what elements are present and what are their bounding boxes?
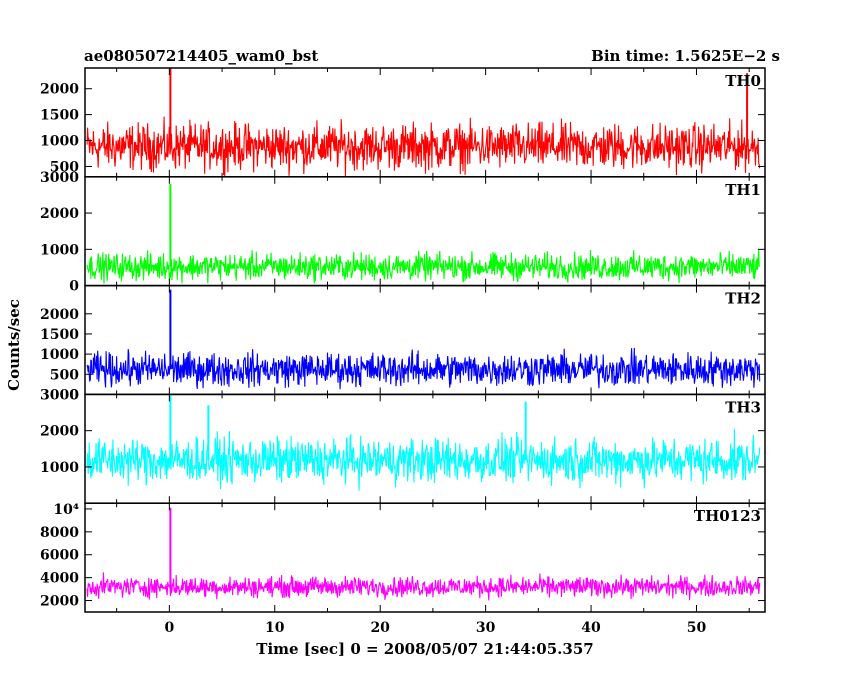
x-tick-label: 50 — [687, 620, 707, 636]
y-tick-label: 500 — [50, 159, 79, 175]
y-tick-label: 2000 — [40, 424, 79, 440]
panel-label-th1: TH1 — [725, 181, 761, 199]
y-tick-label: 1500 — [40, 108, 79, 124]
y-tick-label: 3000 — [40, 170, 79, 186]
panel-label-th2: TH2 — [725, 290, 761, 308]
y-tick-label: 1000 — [40, 347, 79, 363]
x-tick-label: 30 — [476, 620, 496, 636]
y-tick-label: 2000 — [40, 206, 79, 222]
panel-label-th3: TH3 — [725, 398, 761, 416]
y-tick-label: 2000 — [40, 307, 79, 323]
y-tick-label: 2000 — [40, 82, 79, 98]
y-tick-label: 0 — [69, 387, 79, 403]
series-th3 — [86, 428, 761, 491]
series-th0123 — [86, 572, 761, 601]
panel-th3: 1000 2000 3000 TH3 — [40, 387, 766, 504]
y-tick-label: 4000 — [40, 571, 79, 587]
y-axis-label: Counts/sec — [5, 299, 23, 391]
series-th1 — [86, 249, 760, 284]
panel-label-th0: TH0 — [725, 72, 761, 90]
bin-time-label: Bin time: 1.5625E−2 s — [591, 47, 780, 65]
panel-th0123: 2000 4000 6000 8000 10⁴ TH0123 — [40, 502, 766, 613]
y-tick-label: 8000 — [40, 525, 79, 541]
y-tick-label: 10⁴ — [53, 502, 79, 518]
x-tick-label: 10 — [265, 620, 285, 636]
panel-frame — [84, 502, 766, 613]
y-tick-label: 1500 — [40, 327, 79, 343]
x-tick-label: 0 — [164, 620, 174, 636]
y-tick-label: 6000 — [40, 548, 79, 564]
series-th0 — [86, 116, 761, 177]
y-tick-label: 1000 — [40, 460, 79, 476]
x-axis-label: Time [sec] 0 = 2008/05/07 21:44:05.357 — [256, 640, 593, 658]
y-tick-label: 2000 — [40, 594, 79, 610]
panel-label-th0123: TH0123 — [694, 507, 761, 525]
observation-id-title: ae080507214405_wam0_bst — [84, 47, 318, 65]
y-tick-label: 1000 — [40, 242, 79, 258]
x-tick-label: 20 — [370, 620, 390, 636]
y-tick-label: 1000 — [40, 134, 79, 150]
y-tick-label: 500 — [50, 367, 79, 383]
y-tick-label: 0 — [69, 279, 79, 295]
x-tick-label: 40 — [581, 620, 601, 636]
series-th2 — [86, 347, 761, 390]
panel-th0: 500 1000 1500 2000 TH0 — [40, 67, 766, 178]
y-tick-label: 3000 — [40, 387, 79, 403]
panel-th1: 0 1000 2000 3000 TH1 — [40, 170, 766, 295]
panel-th2: 0 500 1000 1500 2000 TH2 — [40, 284, 766, 403]
